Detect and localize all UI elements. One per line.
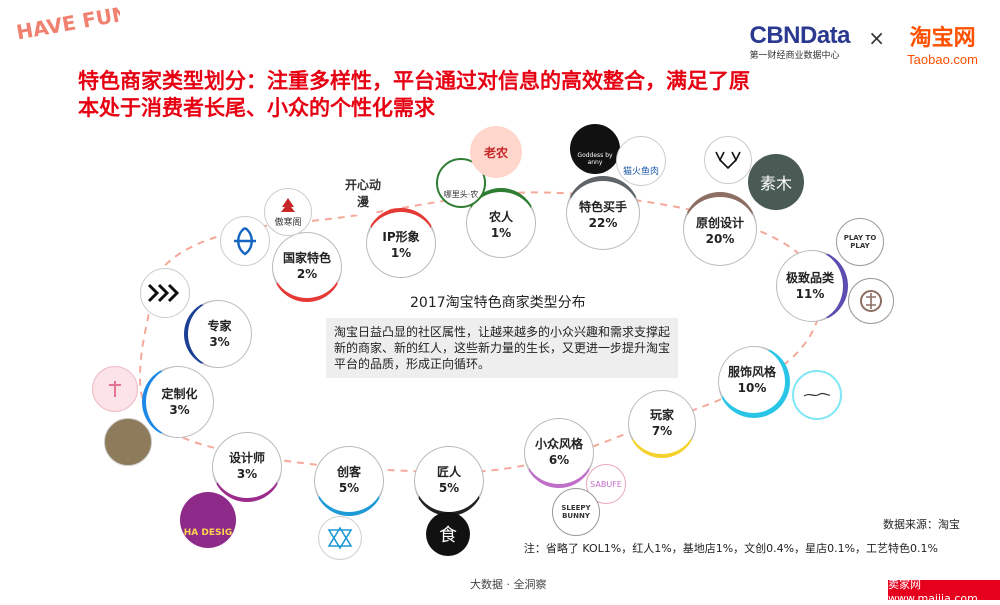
times-sign: × — [868, 26, 885, 50]
node-niche-style: 小众风格 6% — [524, 418, 594, 488]
title-line-2: 本处于消费者长尾、小众的个性化需求 — [78, 96, 435, 120]
node-percent: 5% — [338, 480, 360, 495]
node-customization: 定制化 3% — [142, 366, 214, 438]
node-label: 玩家 — [649, 407, 674, 422]
node-extreme-category: 极致品类 11% — [776, 250, 848, 322]
node-label: 极致品类 — [785, 271, 834, 285]
brand-logo-national-2 — [220, 216, 270, 266]
node-percent: 11% — [795, 287, 825, 301]
brand-logo-expert — [140, 268, 190, 318]
brand-logo-maker — [318, 516, 362, 560]
footnote: 注：省略了 KOL1%，红人1%，基地店1%，文创0.4%，星店0.1%，工艺特… — [523, 542, 938, 555]
brand-logo-niche-1: SABUFE — [586, 464, 626, 504]
node-label: 国家特色 — [282, 250, 331, 265]
title-line-1: 特色商家类型划分：注重多样性，平台通过对信息的高效整合，满足了原 — [78, 69, 750, 93]
node-original-design: 原创设计 20% — [683, 192, 757, 266]
node-label: 专家 — [207, 319, 232, 333]
node-label: 设计师 — [228, 450, 265, 465]
node-percent: 10% — [737, 381, 767, 395]
node-percent: 3% — [169, 403, 190, 417]
node-percent: 22% — [588, 216, 618, 230]
node-percent: 3% — [236, 466, 258, 481]
brand-logo-national-text: 傲寒阁 — [274, 217, 302, 228]
node-designer: 设计师 3% — [212, 432, 282, 502]
cbndata-wordmark: CBNData — [749, 22, 850, 49]
node-expert: 专家 3% — [184, 300, 252, 368]
brand-logo-category-2 — [848, 278, 894, 324]
node-percent: 5% — [438, 480, 460, 495]
data-source: 数据来源：淘宝 — [883, 518, 960, 531]
node-label: 服饰风格 — [727, 365, 776, 379]
taobao-url: Taobao.com — [907, 52, 978, 67]
footer-slogan: 大数据 · 全洞察 — [470, 578, 547, 591]
brand-logo-custom-1 — [92, 366, 138, 412]
brand-logo-custom-2 — [104, 418, 152, 466]
node-maker: 创客 5% — [314, 446, 384, 516]
node-fashion-style: 服饰风格 10% — [718, 346, 790, 418]
node-label: 农人 — [488, 209, 513, 224]
brand-logo-national: 傲寒阁 — [264, 188, 312, 236]
brand-logo-farmer-1: 哪里头·农 — [436, 158, 486, 208]
brand-logo-designer: HA DESIG — [180, 492, 236, 548]
node-percent: 20% — [705, 232, 735, 246]
node-label: 创客 — [336, 464, 361, 479]
node-buyer: 特色买手 22% — [566, 176, 640, 250]
taobao-logo: 淘宝网 Taobao.com — [907, 20, 978, 67]
brand-logo-ip: 开心动漫 — [340, 170, 386, 216]
brand-logo-niche-2: SLEEPY BUNNY — [552, 488, 600, 536]
node-percent: 6% — [548, 452, 570, 467]
have-fun-logo: HAVE FUN! — [10, 0, 139, 66]
node-percent: 1% — [390, 245, 412, 260]
node-percent: 3% — [209, 335, 230, 349]
node-percent: 1% — [490, 225, 512, 240]
brand-logo-craftsman: 食 — [426, 512, 470, 556]
center-description: 淘宝日益凸显的社区属性，让越来越多的小众兴趣和需求支撑起新的商家、新的红人，这些… — [326, 318, 678, 378]
watermark: 卖家网 www.maijia.com — [888, 578, 1000, 605]
node-percent: 2% — [296, 266, 318, 281]
node-national: 国家特色 2% — [272, 232, 342, 302]
node-label: 特色买手 — [578, 200, 627, 214]
node-ip: IP形象 1% — [366, 208, 436, 278]
brand-logo-fashion — [792, 370, 842, 420]
node-label: 匠人 — [436, 464, 461, 479]
node-label: 定制化 — [161, 387, 198, 401]
node-percent: 7% — [651, 423, 673, 438]
center-title: 2017淘宝特色商家类型分布 — [410, 295, 586, 311]
have-fun-text: HAVE FUN! — [14, 6, 120, 44]
cbndata-subtitle: 第一财经商业数据中心 — [749, 51, 840, 61]
node-label: 原创设计 — [695, 216, 744, 230]
node-label: 小众风格 — [534, 436, 583, 451]
node-player: 玩家 7% — [628, 390, 696, 458]
taobao-wordmark: 淘宝网 — [909, 26, 976, 51]
brand-logo-buyer-2: 猫火鱼肉 — [616, 136, 666, 186]
cbndata-logo: CBNData 第一财经商业数据中心 — [749, 22, 850, 61]
node-label: IP形象 — [382, 229, 420, 244]
brand-logo-farmer-2: 老农 — [470, 126, 522, 178]
brand-logo-design-2: 素木 — [748, 154, 804, 210]
brand-logo-buyer-1: Goddess by anny — [570, 124, 620, 174]
page-title: 特色商家类型划分：注重多样性，平台通过对信息的高效整合，满足了原 本处于消费者长… — [78, 68, 838, 122]
brand-logo-design-1 — [704, 136, 752, 184]
brand-logo-category-1: PLAY TO PLAY — [836, 218, 884, 266]
node-craftsman: 匠人 5% — [414, 446, 484, 516]
